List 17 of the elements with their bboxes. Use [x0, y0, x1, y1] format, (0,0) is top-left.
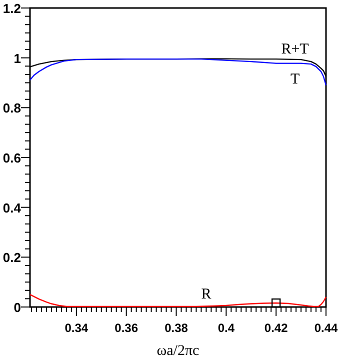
y-tick-label: 1.2: [2, 1, 21, 16]
y-tick-label: 0.6: [2, 150, 21, 166]
x-tick-label: 0.44: [314, 321, 338, 335]
y-tick-label: 0.8: [2, 100, 21, 116]
series-label: R+T: [281, 42, 309, 58]
y-tick-label: 1: [14, 50, 21, 66]
y-tick-label: 0: [14, 300, 21, 315]
x-tick-label: 0.4: [218, 321, 235, 335]
x-tick-label: 0.36: [114, 321, 138, 335]
x-axis-title: ωa/2πc: [156, 343, 200, 359]
x-tick-label: 0.34: [64, 321, 88, 335]
series-label: R: [201, 286, 212, 302]
y-tick-label: 0.2: [2, 250, 21, 266]
x-tick-label: 0.38: [164, 321, 188, 335]
x-tick-label: 0.42: [264, 321, 288, 335]
series-label: T: [290, 71, 300, 88]
y-tick-label: 0.4: [2, 200, 22, 216]
